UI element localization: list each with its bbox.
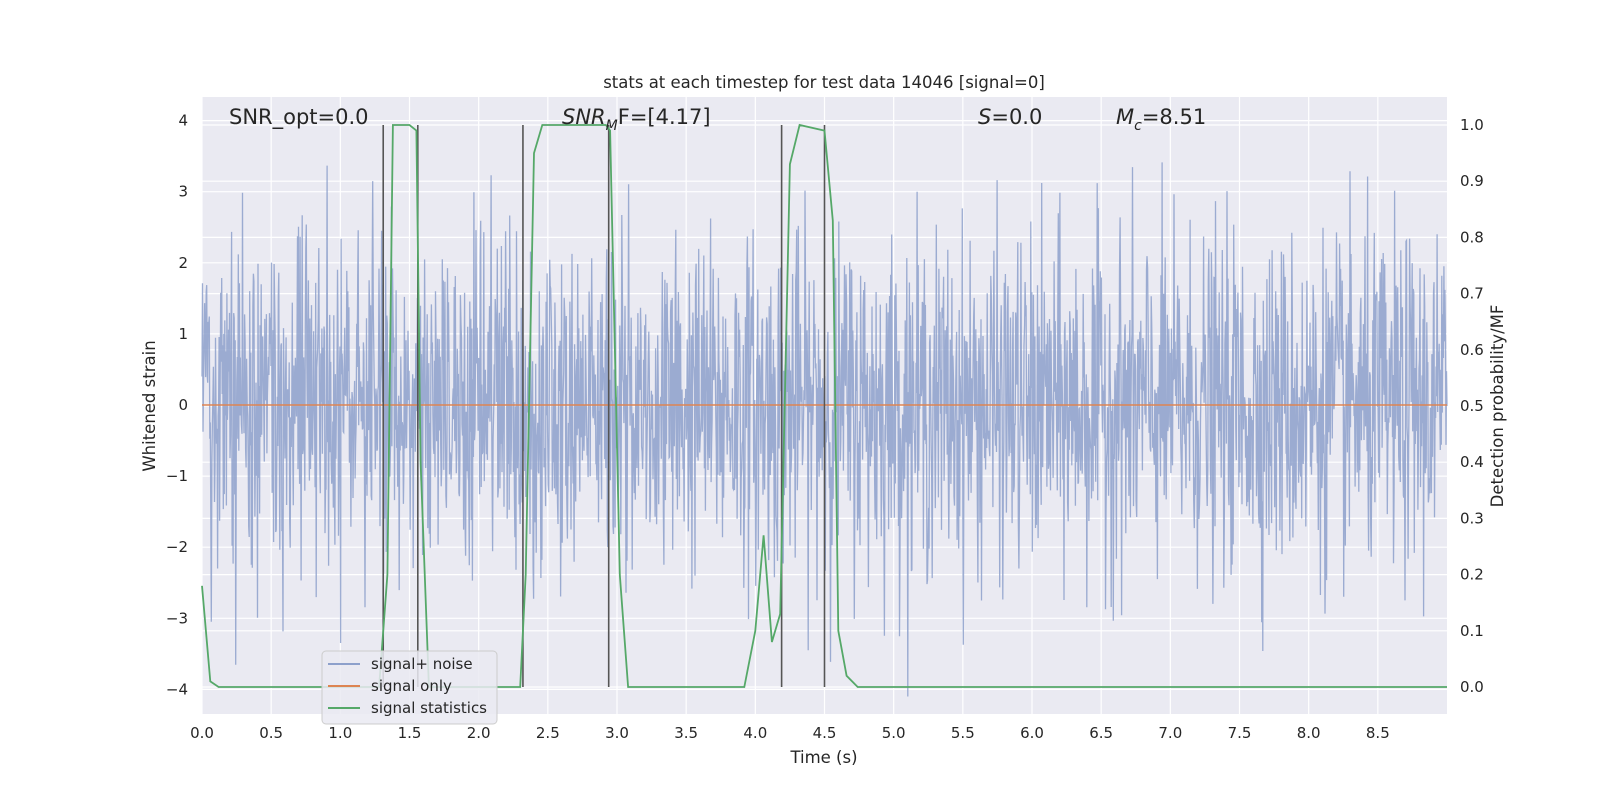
legend-box <box>321 650 498 725</box>
x-tick-label: 0.0 <box>190 724 214 742</box>
y-left-tick-label: −1 <box>166 467 188 485</box>
x-tick-label: 6.0 <box>1020 724 1044 742</box>
y-right-tick-label: 0.0 <box>1460 678 1484 696</box>
y-left-tick-label: −3 <box>166 609 188 627</box>
y-right-tick-label: 0.7 <box>1460 285 1484 303</box>
x-tick-label: 3.5 <box>674 724 698 742</box>
x-tick-label: 4.0 <box>743 724 767 742</box>
x-tick-label: 4.5 <box>813 724 837 742</box>
x-tick-label: 0.5 <box>259 724 283 742</box>
legend-label-signal-statistics: signal statistics <box>371 699 487 717</box>
x-axis-label: Time (s) <box>789 748 857 767</box>
annotation-snr-opt: SNR_opt=0.0 <box>229 105 369 130</box>
y-left-tick-label: −2 <box>166 538 188 556</box>
x-tick-label: 2.0 <box>467 724 491 742</box>
x-tick-label: 3.0 <box>605 724 629 742</box>
x-tick-label: 8.5 <box>1366 724 1390 742</box>
x-tick-label: 8.0 <box>1297 724 1321 742</box>
annotation-snr-mf: SNRMF=[4.17] <box>562 105 711 134</box>
y-right-tick-label: 0.4 <box>1460 453 1484 471</box>
x-tick-label: 5.5 <box>951 724 975 742</box>
legend-label-signal-only: signal only <box>371 677 452 695</box>
y-right-tick-label: 0.5 <box>1460 397 1484 415</box>
signal-statistics-series <box>201 123 1447 688</box>
x-tick-label: 7.5 <box>1228 724 1252 742</box>
y-left-tick-labels: 4 3 2 1 0 −1 −2 −3 −4 <box>166 112 188 699</box>
chart-title: stats at each timestep for test data 140… <box>603 73 1045 92</box>
signal-statistics-line <box>201 123 1447 688</box>
y-left-tick-label: −4 <box>166 680 188 698</box>
y-right-tick-label: 0.6 <box>1460 341 1484 359</box>
y-axis-label-right: Detection probability/MF <box>1488 305 1507 508</box>
y-right-tick-label: 0.9 <box>1460 172 1484 190</box>
y-right-tick-label: 0.1 <box>1460 622 1484 640</box>
legend: signal+ noise signal only signal statist… <box>321 650 498 725</box>
annotation-mc: Mc=8.51 <box>1116 105 1206 134</box>
x-tick-labels: 0.0 0.5 1.0 1.5 2.0 2.5 3.0 3.5 4.0 4.5 5.0 5.5 6.0 6… <box>190 724 1390 742</box>
x-tick-label: 6.5 <box>1089 724 1113 742</box>
legend-label-signal-noise: signal+ noise <box>371 655 473 673</box>
x-tick-label: 2.5 <box>536 724 560 742</box>
y-left-tick-label: 2 <box>178 254 188 272</box>
x-tick-label: 7.0 <box>1158 724 1182 742</box>
y-left-tick-label: 0 <box>178 396 188 414</box>
y-left-tick-label: 3 <box>178 183 188 201</box>
y-right-tick-label: 0.8 <box>1460 228 1484 246</box>
y-left-tick-label: 4 <box>178 112 188 130</box>
y-axis-label-left: Whitened strain <box>140 340 159 471</box>
annotation-s: S=0.0 <box>978 105 1042 129</box>
x-tick-label: 5.0 <box>882 724 906 742</box>
x-tick-label: 1.5 <box>398 724 422 742</box>
y-right-tick-labels: 1.0 0.9 0.8 0.7 0.6 0.5 0.4 0.3 0.2 0.1 0.0 <box>1460 116 1484 696</box>
y-left-tick-label: 1 <box>178 325 188 343</box>
x-tick-label: 1.0 <box>328 724 352 742</box>
y-right-tick-label: 0.3 <box>1460 509 1484 527</box>
y-right-tick-label: 0.2 <box>1460 566 1484 584</box>
vertical-lines <box>382 125 826 687</box>
y-right-tick-label: 1.0 <box>1460 116 1484 134</box>
